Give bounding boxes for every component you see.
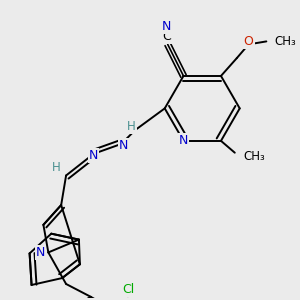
Text: O: O (244, 35, 254, 48)
Text: N: N (179, 134, 188, 147)
Text: H: H (127, 120, 136, 133)
Text: CH₃: CH₃ (274, 35, 296, 48)
Text: C: C (162, 30, 171, 43)
Text: N: N (118, 140, 128, 152)
Text: Cl: Cl (122, 284, 134, 296)
Text: N: N (36, 246, 45, 259)
Text: N: N (162, 20, 171, 33)
Text: H: H (52, 161, 61, 174)
Text: N: N (89, 149, 98, 162)
Text: CH₃: CH₃ (244, 150, 266, 163)
